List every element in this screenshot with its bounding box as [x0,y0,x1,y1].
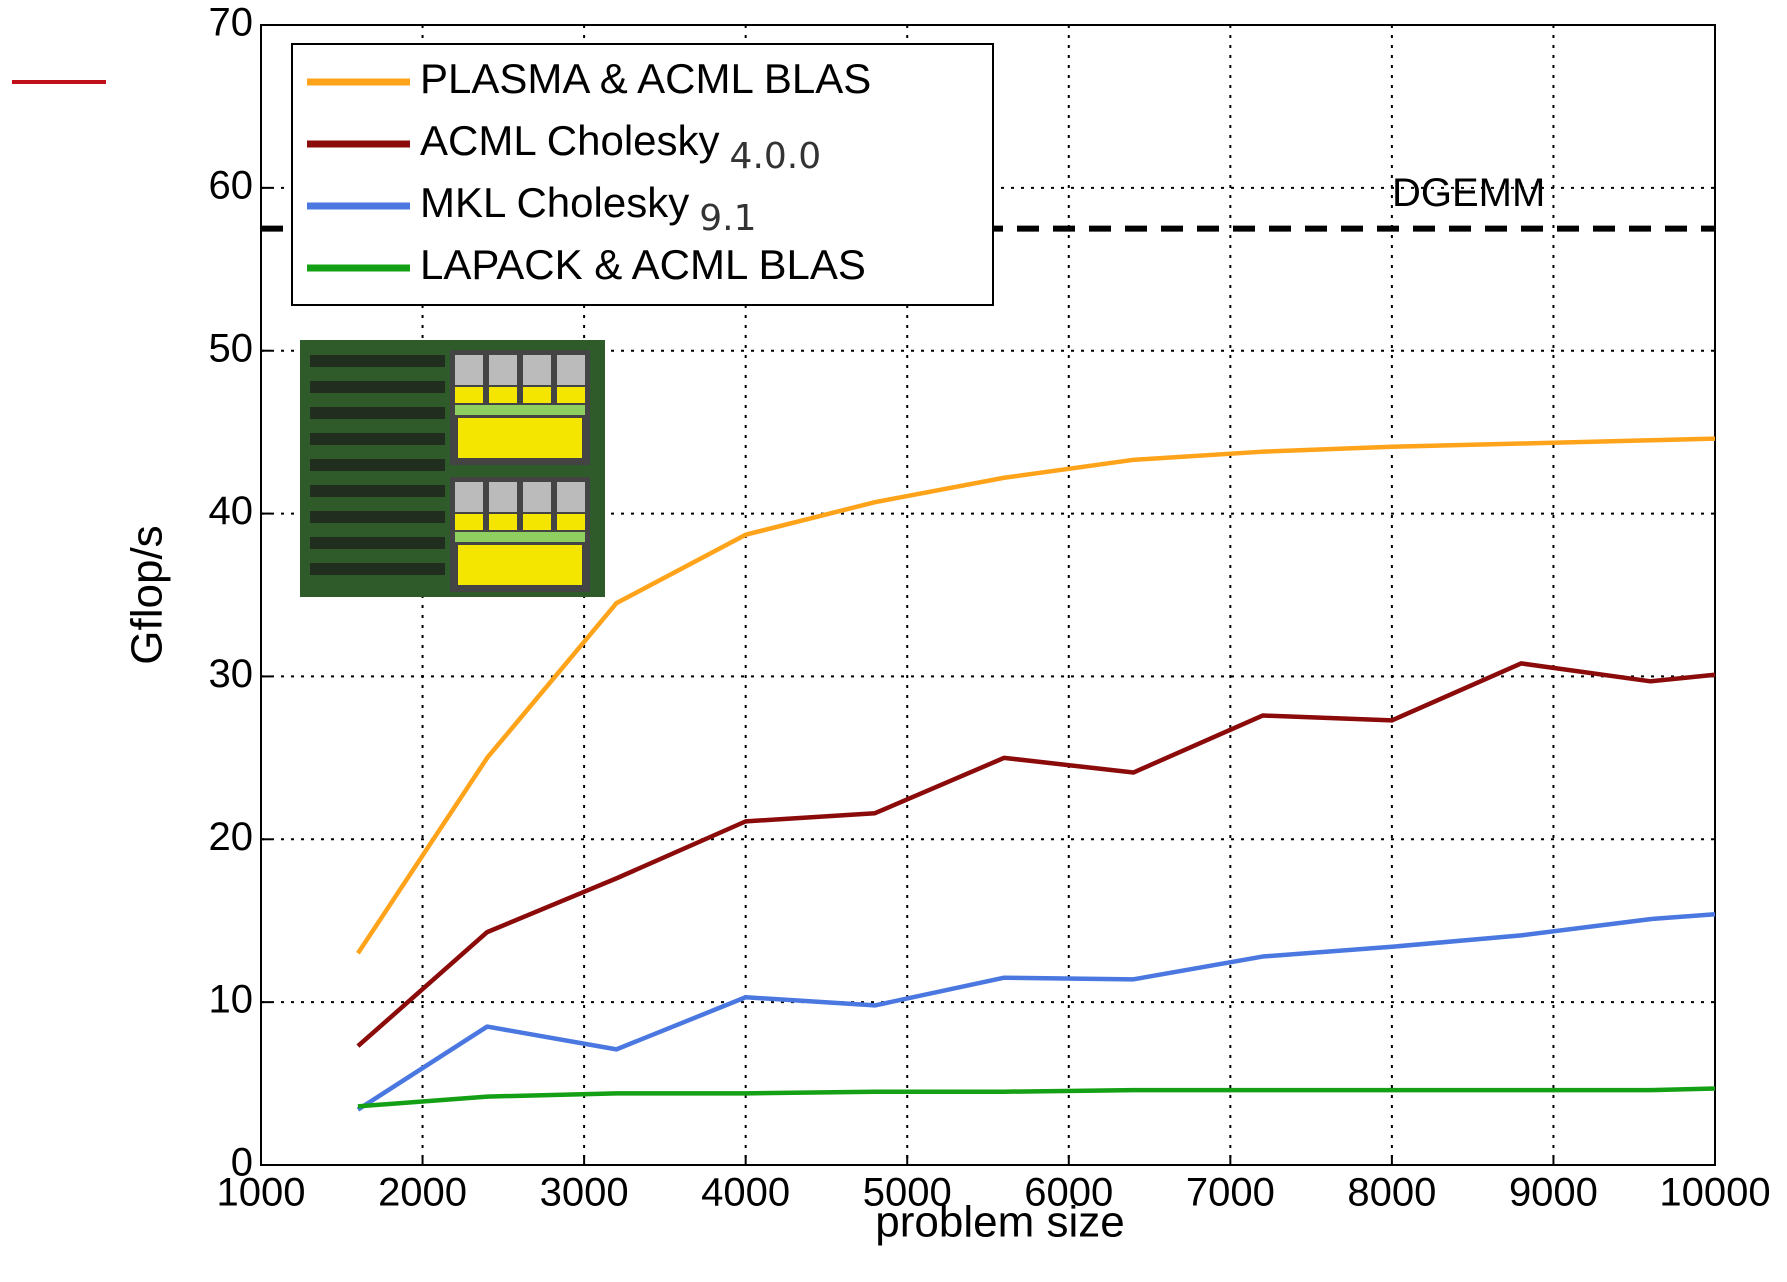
x-tick-label: 7000 [1186,1171,1275,1215]
x-tick-label: 2000 [378,1171,467,1215]
chip-core [557,482,585,512]
legend-label: LAPACK & ACML BLAS [420,241,866,288]
reference-label: DGEMM [1392,171,1545,215]
chip-core [523,482,551,512]
x-tick-label: 5000 [863,1171,952,1215]
x-axis-label: problem size [875,1198,1124,1247]
chip-bus [455,532,585,542]
chip-memory [310,433,445,445]
series-line [356,911,1716,1112]
chip-memory [310,407,445,419]
chip-core [557,355,585,385]
legend-label: PLASMA & ACML BLAS [420,55,871,102]
chip-core [455,482,483,512]
chip-memory [310,537,445,549]
series-line [356,436,1716,955]
y-tick-label: 0 [231,1141,253,1185]
series-line [356,661,1716,1048]
legend-annotation: 4.0.0 [730,136,822,177]
legend-label: ACML Cholesky [420,117,720,164]
y-tick-label: 40 [209,489,254,533]
y-axis-label: Gflop/s [123,525,172,664]
chip-memory [310,355,445,367]
chip-memory [310,511,445,523]
x-tick-label: 3000 [540,1171,629,1215]
chip-memory [310,459,445,471]
y-tick-label: 20 [209,815,254,859]
chip-bus [455,405,585,415]
chip-cache [489,387,517,403]
chip-core [489,355,517,385]
x-tick-label: 6000 [1024,1171,1113,1215]
chip-memory [310,381,445,393]
legend-annotation: 9.1 [699,198,756,239]
chip-cache [489,514,517,530]
x-tick-label: 1000 [217,1171,306,1215]
legend-box [291,43,994,306]
chip-core [455,355,483,385]
y-tick-label: 30 [209,652,254,696]
chip-l2 [458,418,582,458]
y-tick-label: 70 [209,1,254,45]
chip-cache [557,387,585,403]
series-line [357,1086,1716,1109]
x-tick-label: 4000 [701,1171,790,1215]
chip-core [489,482,517,512]
chip-core [523,355,551,385]
chip-image [300,340,605,597]
y-tick-label: 50 [209,326,254,370]
chip-memory [310,485,445,497]
chip-memory [310,563,445,575]
x-tick-label: 10000 [1659,1171,1770,1215]
chip-cache [523,514,551,530]
y-tick-label: 10 [209,978,254,1022]
x-tick-label: 9000 [1509,1171,1598,1215]
plot-frame [260,24,1716,1166]
chip-l2 [458,545,582,585]
chip-cache [455,387,483,403]
chip-cache [455,514,483,530]
x-tick-label: 8000 [1347,1171,1436,1215]
chip-cache [557,514,585,530]
chip-cache [523,387,551,403]
legend-label: MKL Cholesky [420,179,689,226]
y-tick-label: 60 [209,163,254,207]
